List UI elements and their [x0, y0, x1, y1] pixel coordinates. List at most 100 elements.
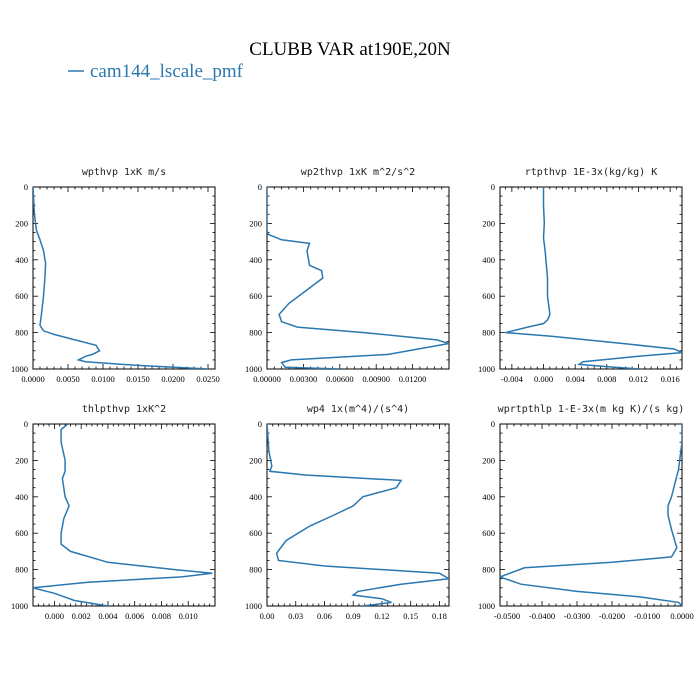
y-tick-label: 600: [249, 291, 262, 301]
plot-frame: [499, 423, 683, 607]
plot-frame: [32, 186, 216, 370]
x-tick-label: -0.0200: [599, 611, 625, 621]
x-tick-label: 0.010: [179, 611, 198, 621]
series-line: [33, 187, 209, 369]
y-tick-label: 800: [249, 565, 262, 575]
chart-panel-4: thlpthvp 1xK^2 0 200 400 600 800 1000 0.000 0.00…: [11, 404, 216, 621]
y-tick-label: 1000: [11, 601, 28, 611]
x-tick-label: 0.0050: [56, 374, 79, 384]
x-tick-label: 0.008: [597, 374, 616, 384]
y-tick-label: 400: [249, 255, 262, 265]
plot-frame: [266, 186, 450, 370]
y-tick-label: 200: [482, 218, 495, 228]
series-line: [267, 424, 449, 606]
x-tick-label: 0.002: [72, 611, 91, 621]
x-tick-label: -0.0300: [564, 611, 590, 621]
x-tick-label: 0.00900: [362, 374, 390, 384]
y-tick-label: 1000: [478, 364, 495, 374]
x-tick-label: 0.12: [375, 611, 390, 621]
x-tick-label: 0.0000: [670, 611, 693, 621]
x-tick-label: 0.18: [432, 611, 447, 621]
y-tick-label: 0: [491, 182, 495, 192]
chart-panel-2: wp2thvp 1xK m^2/s^2020040060080010000.00…: [245, 167, 450, 384]
x-tick-label: 0.0250: [196, 374, 219, 384]
series-line: [33, 424, 213, 606]
y-tick-label: 800: [482, 565, 495, 575]
x-tick-label: 0.06: [317, 611, 332, 621]
y-tick-label: 600: [249, 528, 262, 538]
x-tick-label: 0.09: [346, 611, 361, 621]
x-tick-label: -0.0500: [494, 611, 520, 621]
x-tick-label: 0.01200: [399, 374, 427, 384]
series-line: [505, 187, 682, 369]
y-tick-label: 1000: [245, 601, 262, 611]
x-tick-label: 0.008: [152, 611, 171, 621]
y-tick-label: 800: [15, 328, 28, 338]
x-tick-label: -0.0400: [529, 611, 555, 621]
y-tick-label: 0: [258, 182, 262, 192]
panel-title: rtpthvp 1E-3x(kg/kg) K: [525, 167, 657, 178]
x-tick-label: 0.004: [98, 611, 118, 621]
y-tick-label: 800: [482, 328, 495, 338]
x-tick-label: 0.004: [566, 374, 586, 384]
panel-title: wp4 1x(m^4)/(s^4): [307, 404, 409, 415]
x-tick-label: 0.15: [403, 611, 418, 621]
x-tick-label: 0.00: [260, 611, 275, 621]
y-tick-label: 400: [15, 255, 28, 265]
y-tick-label: 400: [482, 492, 495, 502]
y-tick-label: 1000: [478, 601, 495, 611]
y-tick-label: 800: [249, 328, 262, 338]
plot-frame: [499, 186, 683, 370]
y-tick-label: 400: [482, 255, 495, 265]
x-tick-label: 0.012: [629, 374, 648, 384]
x-tick-label: 0.016: [661, 374, 680, 384]
y-tick-label: 600: [15, 528, 28, 538]
x-tick-label: 0.0000: [21, 374, 44, 384]
y-tick-label: 200: [15, 218, 28, 228]
y-tick-label: 400: [15, 492, 28, 502]
x-tick-label: 0.00300: [290, 374, 318, 384]
y-tick-label: 400: [249, 492, 262, 502]
legend-label: cam144_lscale_pmf: [90, 61, 244, 82]
chart-panel-3: rtpthvp 1E-3x(kg/kg) K 0 200 400 600 800 1000-…: [478, 167, 683, 384]
y-tick-label: 1000: [245, 364, 262, 374]
y-tick-label: 800: [15, 565, 28, 575]
x-tick-label: 0.0150: [126, 374, 149, 384]
y-tick-label: 200: [249, 218, 262, 228]
series-line: [500, 424, 682, 606]
y-tick-label: 0: [24, 419, 28, 429]
x-tick-label: 0.00000: [253, 374, 281, 384]
x-tick-label: -0.004: [501, 374, 524, 384]
x-tick-label: 0.000: [534, 374, 553, 384]
y-tick-label: 200: [15, 455, 28, 465]
y-tick-label: 200: [249, 455, 262, 465]
panel-title: thlpthvp 1xK^2: [82, 404, 166, 415]
figure-title: CLUBB VAR at190E,20N: [249, 39, 451, 60]
y-tick-label: 0: [491, 419, 495, 429]
y-tick-label: 600: [482, 291, 495, 301]
y-tick-label: 600: [15, 291, 28, 301]
y-tick-label: 0: [24, 182, 28, 192]
x-tick-label: 0.0100: [91, 374, 114, 384]
panel-title: wpthvp 1xK m/s: [82, 167, 166, 178]
series-line: [267, 187, 449, 369]
plot-frame: [266, 423, 450, 607]
x-tick-label: 0.03: [288, 611, 303, 621]
panel-title: wp2thvp 1xK m^2/s^2: [301, 167, 415, 178]
x-tick-label: 0.00600: [326, 374, 354, 384]
y-tick-label: 1000: [11, 364, 28, 374]
y-tick-label: 200: [482, 455, 495, 465]
y-tick-label: 0: [258, 419, 262, 429]
x-tick-label: 0.000: [45, 611, 64, 621]
chart-panel-6: wprtpthlp 1-E-3x(m kg K)/(s kg)0 200 400 60…: [478, 404, 694, 621]
x-tick-label: 0.006: [125, 611, 144, 621]
y-tick-label: 600: [482, 528, 495, 538]
x-tick-label: 0.0200: [161, 374, 184, 384]
plot-frame: [32, 423, 216, 607]
x-tick-label: -0.0100: [634, 611, 660, 621]
panel-title: wprtpthlp 1-E-3x(m kg K)/(s kg): [498, 404, 685, 415]
